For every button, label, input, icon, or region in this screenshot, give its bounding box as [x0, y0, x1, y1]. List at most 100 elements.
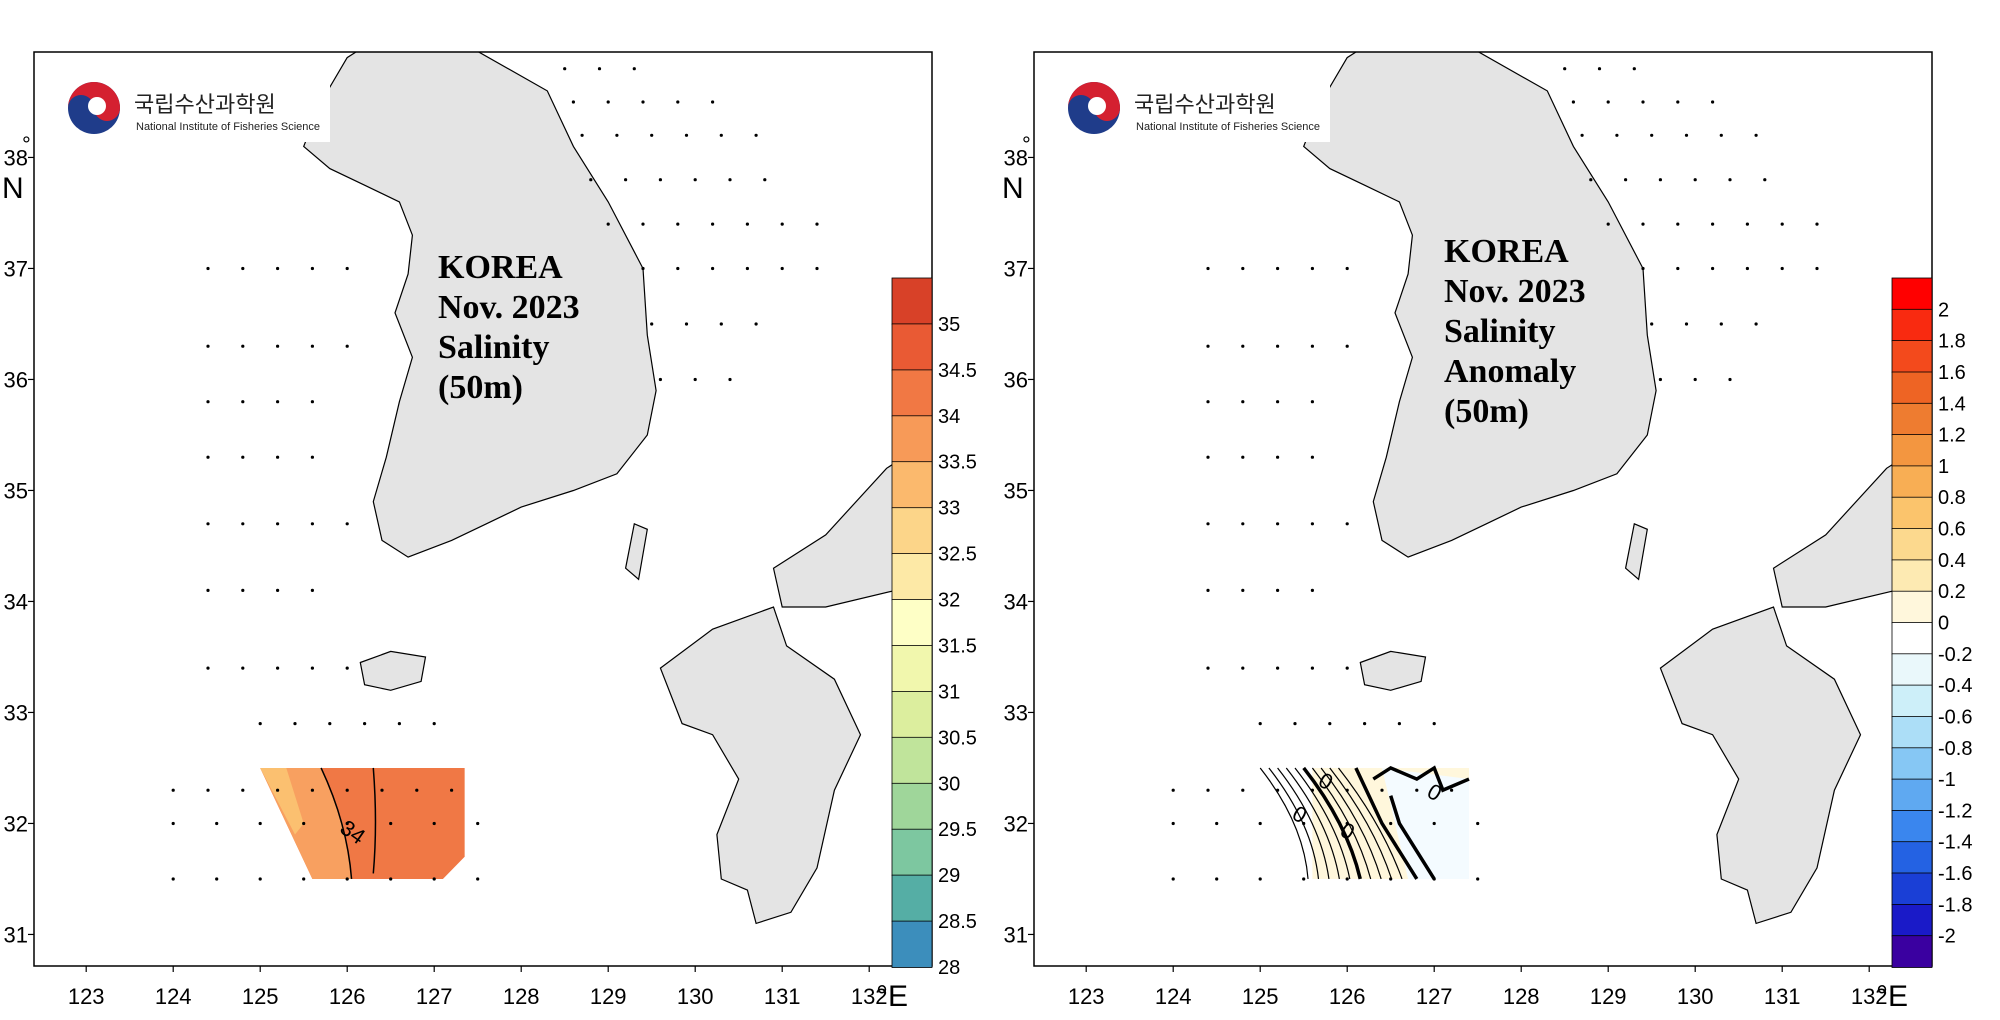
station-dot: [206, 788, 210, 792]
colorbar-swatch: [1891, 590, 1933, 624]
lon-tick-label: 130: [677, 984, 714, 1009]
station-dot: [1241, 666, 1245, 670]
station-dot: [1171, 877, 1175, 881]
anomaly-zero-contour: [1389, 795, 1436, 880]
station-dot: [1711, 222, 1715, 226]
station-dot: [1241, 266, 1245, 271]
station-dot: [345, 821, 349, 826]
colorbar-label: 1: [1938, 456, 1949, 478]
station-dot: [1563, 67, 1567, 71]
station-dot: [328, 722, 332, 726]
jeju-island: [1359, 650, 1427, 691]
station-dot: [1276, 455, 1280, 459]
anomaly-zero-contour: [1372, 765, 1470, 793]
colorbar-swatch: [891, 920, 933, 968]
station-dot: [1345, 666, 1349, 670]
station-dot: [1276, 588, 1280, 593]
kyushu-island: [1659, 606, 1862, 925]
station-dot: [389, 821, 393, 826]
colorbar-swatch: [891, 507, 933, 555]
station-dot: [432, 722, 436, 726]
station-dot: [1815, 222, 1819, 226]
station-dot: [1728, 377, 1732, 382]
station-dot: [1302, 821, 1306, 826]
lat-tick-label: 37: [1004, 256, 1028, 281]
station-dot: [1310, 588, 1314, 593]
colorbar-label: 32: [938, 590, 960, 612]
station-dot: [171, 788, 175, 792]
anomaly-contour-line: [1259, 767, 1309, 879]
station-dot: [719, 133, 723, 137]
colorbar-label: 1.8: [1938, 331, 1966, 353]
observation-stations: [171, 67, 819, 881]
anomaly-logo: 국립수산과학원 National Institute of Fisheries S…: [1058, 70, 1330, 142]
salinity-anomaly-map-panel: 0 0 0 0 KOREA Nov. 2023 Salinity Anomaly (50m) 국립…: [1000, 0, 2000, 1020]
tsushima-island: [1624, 522, 1648, 581]
station-dot: [215, 821, 219, 826]
station-dot: [1719, 322, 1723, 326]
colorbar-swatch: [1891, 277, 1933, 311]
station-dot: [1276, 400, 1280, 404]
lat-unit-label: N: [2, 172, 24, 205]
station-dot: [171, 877, 175, 881]
colorbar-label: 1.2: [1938, 425, 1966, 447]
station-dot: [1641, 222, 1645, 226]
colorbar-label: -0.4: [1938, 675, 1972, 697]
colorbar-label: 0.8: [1938, 487, 1966, 509]
station-dot: [310, 344, 314, 348]
station-dot: [1276, 266, 1280, 271]
lat-tick-label: 36: [1004, 367, 1028, 392]
colorbar-swatch: [1891, 622, 1933, 655]
lat-tick-label: 32: [4, 811, 28, 836]
colorbar-swatch: [1891, 496, 1933, 530]
title-line: KOREA: [1444, 233, 1569, 270]
station-dot: [658, 377, 663, 382]
colorbar-label: 29: [938, 865, 960, 887]
station-dot: [1676, 222, 1680, 226]
station-dot: [345, 877, 349, 881]
lat-tick-label: 31: [1004, 922, 1028, 947]
station-dot: [1258, 821, 1262, 826]
station-dot: [728, 178, 732, 182]
station-dot: [258, 821, 262, 826]
lon-tick-label: 126: [329, 984, 366, 1009]
station-dot: [1684, 322, 1689, 326]
lat-tick-label: 38: [4, 145, 28, 170]
station-dot: [1571, 100, 1575, 104]
station-dot: [815, 266, 819, 271]
station-dot: [1432, 722, 1436, 726]
anomaly-contour-line: [1294, 767, 1351, 880]
colorbar-label: 32.5: [938, 544, 977, 566]
colorbar-label: -1: [1938, 769, 1956, 791]
station-dot: [1397, 722, 1401, 726]
colorbar-label: -1.6: [1938, 863, 1972, 885]
anomaly-axes: 123 124 125 126 127 128 129 130 131 132°E 31 32 33 34…: [1002, 132, 1908, 1013]
station-dot: [745, 266, 750, 271]
station-dot: [432, 821, 436, 826]
colorbar-swatch: [1891, 559, 1933, 593]
title-line: Salinity: [1444, 313, 1555, 350]
station-dot: [1241, 788, 1245, 792]
station-dot: [676, 266, 680, 271]
lat-unit-label: N: [1002, 172, 1024, 205]
lat-tick-label: 35: [1004, 478, 1028, 503]
station-dot: [1711, 100, 1715, 104]
title-line: Nov. 2023: [438, 289, 580, 326]
station-dot: [1215, 821, 1219, 826]
station-dot: [1719, 133, 1723, 137]
station-dot: [310, 666, 314, 670]
station-dot: [693, 178, 697, 182]
station-dot: [1650, 133, 1654, 137]
lon-tick-label: 132: [851, 984, 888, 1009]
station-dot: [276, 666, 280, 670]
salinity-axes: 123 124 125 126 127 128 129 130 131 132°E 31 32 33 34…: [2, 132, 908, 1013]
colorbar-label: -0.8: [1938, 738, 1972, 760]
station-dot: [1310, 266, 1314, 271]
station-dot: [624, 178, 628, 182]
station-dot: [641, 222, 645, 226]
anomaly-region-neutral: [1382, 767, 1469, 879]
title-line: (50m): [1444, 393, 1529, 430]
station-dot: [632, 67, 636, 71]
station-dot: [1780, 266, 1784, 271]
